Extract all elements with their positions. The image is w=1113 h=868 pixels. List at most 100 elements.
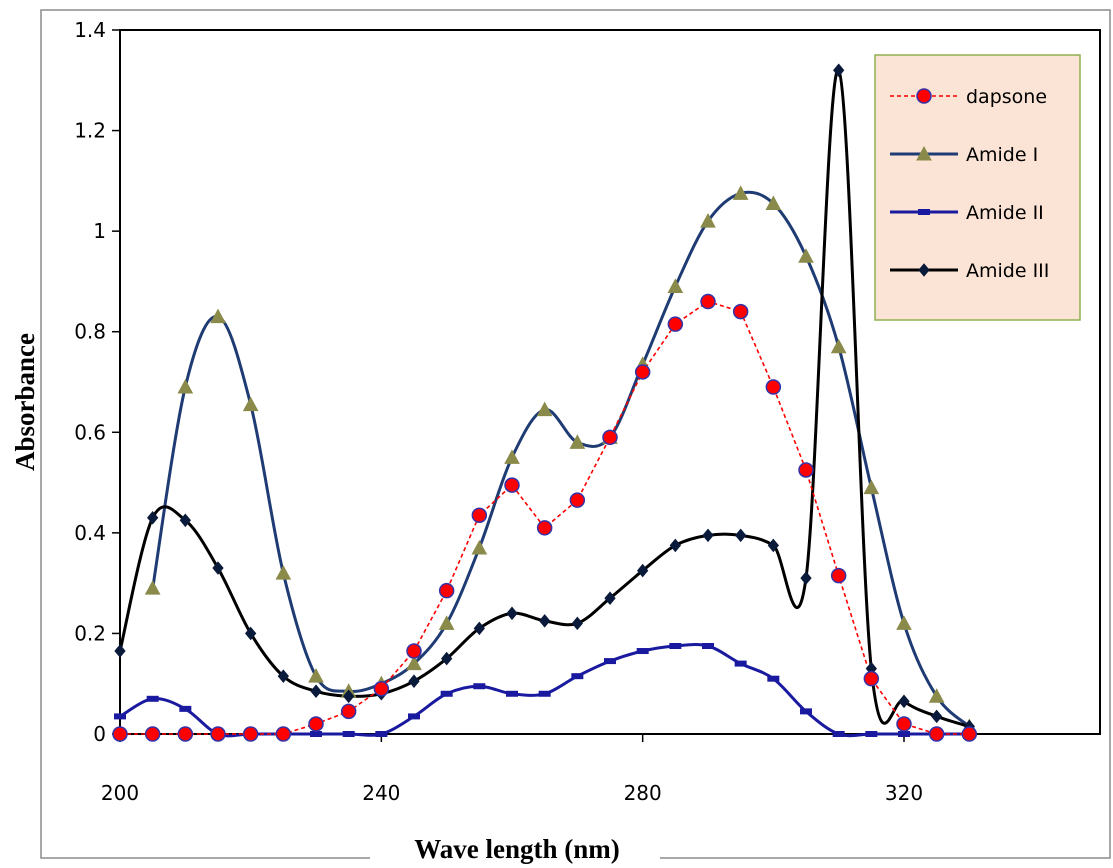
data-point-dapsone	[438, 582, 455, 599]
data-point-amide-i	[863, 479, 880, 495]
data-point-amide-iii	[343, 689, 355, 704]
data-point-amide-ii	[636, 648, 649, 655]
data-point-amide-iii	[735, 528, 747, 543]
x-axis-title-backdrop	[370, 830, 660, 868]
y-tick-label: 1	[93, 219, 106, 243]
data-point-amide-i	[700, 213, 716, 228]
data-point-amide-iii	[800, 571, 812, 585]
data-point-amide-ii	[408, 713, 420, 720]
data-point-amide-i	[308, 668, 324, 683]
data-point-amide-ii	[179, 705, 192, 712]
data-point-dapsone	[798, 462, 814, 478]
data-point-amide-i	[536, 401, 553, 417]
data-point-amide-i	[830, 338, 847, 354]
data-point-dapsone	[242, 726, 259, 742]
data-point-amide-ii	[669, 643, 682, 649]
data-point-dapsone	[210, 726, 226, 742]
y-axis-title-backdrop	[0, 290, 40, 520]
data-point-amide-i	[242, 396, 259, 412]
data-point-amide-iii	[833, 63, 845, 78]
data-point-amide-iii	[441, 651, 453, 666]
data-point-dapsone	[471, 507, 488, 524]
y-tick-label: 1.2	[74, 119, 106, 143]
data-point-amide-iii	[898, 694, 910, 709]
legend-marker	[916, 145, 932, 161]
series-line-dapsone	[120, 300, 970, 735]
data-point-amide-iii	[212, 561, 224, 575]
data-point-amide-ii	[114, 713, 126, 720]
data-point-amide-ii	[767, 675, 780, 682]
data-point-dapsone	[961, 726, 978, 742]
data-point-amide-i	[798, 248, 814, 263]
y-tick-label: 0.8	[74, 320, 106, 344]
data-point-amide-i	[177, 378, 194, 394]
legend-item-dapsone: dapsone	[890, 86, 1047, 108]
data-point-dapsone	[634, 364, 651, 380]
legend-label: Amide I	[966, 144, 1038, 166]
data-point-amide-iii	[147, 510, 159, 525]
data-point-amide-i	[144, 580, 161, 595]
data-point-amide-ii	[538, 690, 551, 697]
data-point-amide-iii	[277, 669, 289, 683]
legend-marker	[918, 263, 930, 277]
markers-layer	[112, 63, 978, 742]
axis-ticks: 0 0.2 0.4 0.6 0.8 1 1.2 1.4 200 240 280 320	[74, 18, 923, 805]
data-point-amide-iii	[767, 538, 779, 553]
data-point-amide-ii	[146, 695, 159, 702]
legend-item-amide-iii: Amide III	[890, 260, 1049, 282]
data-point-dapsone	[177, 726, 194, 742]
data-point-amide-iii	[310, 684, 322, 699]
data-point-amide-ii	[342, 731, 355, 737]
x-axis-title: Wave length (nm)	[414, 834, 620, 864]
data-point-dapsone	[765, 379, 782, 395]
data-point-amide-ii	[473, 683, 486, 690]
data-point-amide-ii	[310, 731, 322, 737]
data-point-dapsone	[569, 492, 586, 508]
legend-marker	[916, 88, 932, 104]
y-tick-label: 0.2	[74, 621, 106, 645]
data-point-dapsone	[700, 293, 716, 310]
data-point-dapsone	[602, 429, 618, 446]
data-point-amide-ii	[734, 660, 747, 667]
data-point-amide-iii	[669, 538, 681, 553]
x-tick-label: 320	[885, 781, 923, 805]
legend-label: dapsone	[966, 86, 1047, 108]
data-point-dapsone	[667, 316, 684, 332]
data-point-amide-i	[504, 449, 520, 464]
data-point-amide-iii	[114, 644, 126, 658]
data-point-amide-i	[667, 278, 684, 293]
data-point-amide-i	[275, 565, 292, 580]
data-point-amide-ii	[898, 731, 910, 737]
legend-marker	[918, 209, 930, 215]
data-point-amide-iii	[637, 563, 649, 578]
y-tick-label: 0.4	[74, 521, 106, 545]
data-point-amide-ii	[440, 690, 453, 697]
data-point-dapsone	[896, 716, 912, 732]
y-tick-label: 1.4	[74, 18, 106, 42]
data-point-amide-ii	[702, 643, 714, 649]
data-point-amide-iii	[571, 616, 583, 631]
data-point-amide-i	[732, 185, 749, 200]
x-tick-label: 200	[101, 781, 139, 805]
data-point-amide-iii	[506, 606, 518, 621]
data-point-dapsone	[144, 726, 161, 742]
legend: dapsone Amide I Amide II Amide III	[874, 54, 1081, 321]
x-tick-label: 280	[624, 781, 662, 805]
y-tick-label: 0	[93, 722, 106, 746]
legend-box	[874, 54, 1081, 321]
data-point-amide-i	[765, 195, 782, 210]
data-point-dapsone	[406, 643, 422, 659]
legend-label: Amide II	[966, 202, 1044, 224]
data-point-amide-i	[210, 308, 226, 324]
legend-item-amide-i: Amide I	[890, 144, 1038, 166]
data-point-amide-ii	[604, 658, 616, 665]
data-point-amide-i	[471, 539, 488, 555]
data-point-dapsone	[112, 726, 128, 742]
data-point-amide-ii	[571, 673, 584, 680]
data-point-dapsone	[340, 703, 357, 720]
data-point-amide-i	[928, 688, 945, 703]
data-point-amide-iii	[245, 626, 257, 641]
y-tick-label: 0.6	[74, 420, 106, 444]
data-point-dapsone	[928, 726, 945, 742]
